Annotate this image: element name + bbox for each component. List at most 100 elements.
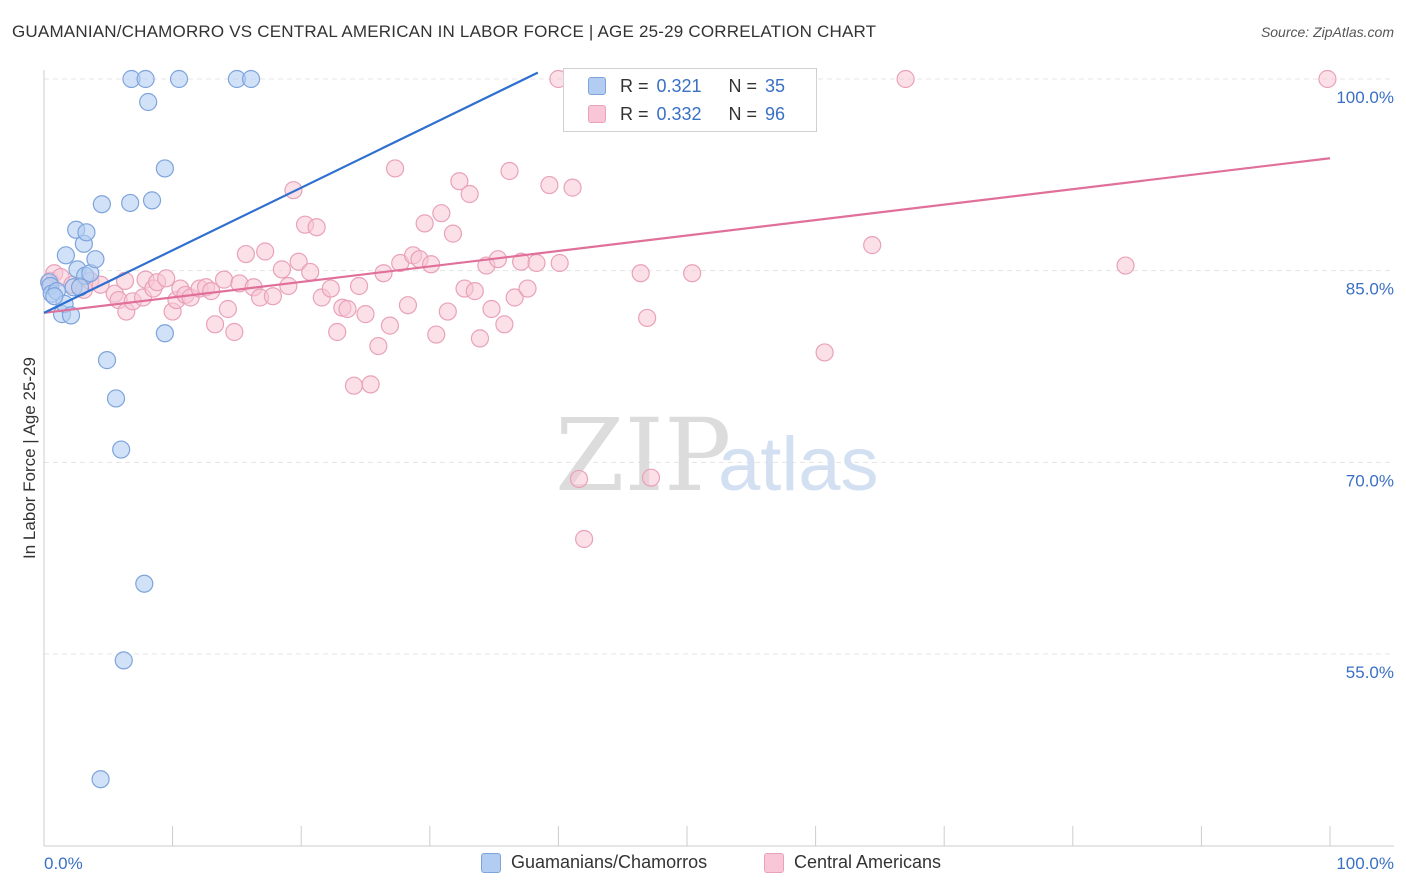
central-american-point [205,315,225,334]
central-american-point [495,315,514,334]
trend-lines [43,71,1331,314]
guamanian-point [136,69,155,89]
central-american-point [236,244,256,264]
central-american-point [361,375,380,394]
y-tick-labels: 55.0% 70.0% 85.0% 100.0% [1336,88,1394,682]
legend-row-central-american: R = 0.332 N = 96 [588,101,785,127]
guamanian-point [106,389,126,408]
central-american-point [683,264,702,283]
central-american-point [307,218,326,237]
y-axis-label: In Labor Force | Age 25-29 [20,357,39,559]
legend-n-value: 35 [765,75,786,96]
central-american-trend-line [43,157,1331,314]
stats-legend: R = 0.321 N = 35 R = 0.332 N = 96 [563,68,817,132]
central-american-point [385,159,405,178]
legend-n-label: N = [728,103,758,124]
guamanian-point [142,191,162,210]
central-american-point [500,161,519,181]
x-ticks [43,826,1331,846]
central-american-point [301,262,320,282]
guamanian-point [135,574,154,593]
guamanian-trend-line [43,71,539,314]
legend-r-value: 0.321 [656,75,702,96]
central-american-point [1116,256,1135,275]
guamanian-point [86,250,105,269]
central-american-point [505,288,524,307]
watermark: ZIP [555,397,731,514]
x-tick-label-min: 0.0% [44,854,83,873]
central-american-point [380,316,400,335]
central-american-point [563,178,582,197]
guamanian-point [139,92,158,112]
guamanian-point [91,770,110,789]
guamanian-point [92,195,111,214]
legend-r-value: 0.332 [656,103,702,124]
central-american-point [815,343,834,362]
central-american-point [157,269,176,288]
y-tick-label: 85.0% [1346,280,1394,299]
guamanian-points [40,69,261,789]
central-american-point [438,302,457,321]
central-american-point [641,468,661,487]
legend-swatch-blue [588,77,606,95]
guamanian-point [114,651,133,670]
central-american-point [279,276,298,296]
grid-lines [44,78,1394,655]
central-american-point [263,287,283,306]
bottom-swatch-blue [481,852,501,873]
legend-swatch-pink [588,105,606,123]
central-american-point [518,279,537,298]
central-american-point [328,322,347,342]
central-american-point [225,322,244,342]
bottom-swatch-pink [764,852,784,873]
central-american-point [863,236,882,255]
central-american-point [421,255,441,274]
central-american-point [470,329,490,348]
y-tick-label: 70.0% [1346,471,1394,490]
bottom-legend-label: Guamanians/Chamorros [511,852,708,872]
central-american-point [896,69,915,89]
central-american-point [575,529,594,549]
y-tick-label: 55.0% [1346,663,1394,682]
watermark-atlas: atlas [718,422,879,507]
central-american-points [41,69,1337,549]
central-american-point [631,264,650,283]
guamanian-point [155,159,174,178]
central-american-point [460,184,479,204]
guamanian-point [45,287,64,306]
guamanian-point [112,440,131,459]
legend-r-label: R = [620,75,649,96]
central-american-point [482,299,501,319]
central-american-point [398,296,418,315]
central-american-point [550,253,569,273]
chart-title: GUAMANIAN/CHAMORRO VS CENTRAL AMERICAN I… [12,22,877,41]
central-american-point [349,276,369,296]
central-american-point [356,305,375,324]
y-tick-label: 100.0% [1336,88,1394,107]
legend-r-label: R = [620,103,649,124]
central-american-point [218,299,237,319]
guamanian-point [77,223,96,242]
central-american-point [465,282,484,301]
x-tick-label-max: 100.0% [1336,854,1394,873]
central-american-point [256,242,275,261]
source-label: Source: ZipAtlas.com [1260,24,1394,40]
central-american-point [415,214,434,233]
central-american-point [338,299,357,319]
central-american-point [638,308,657,328]
guamanian-point [56,246,75,265]
guamanian-point [169,69,189,89]
legend-n-value: 96 [765,103,786,124]
central-american-point [540,175,559,195]
central-american-point [369,336,388,356]
central-american-point [272,260,292,279]
bottom-legend-label: Central Americans [794,852,942,872]
central-american-point [443,224,463,243]
guamanian-point [241,69,261,89]
central-american-point [569,469,589,489]
central-american-point [289,252,308,271]
central-american-point [344,376,364,395]
legend-n-label: N = [728,75,758,96]
legend-row-guamanian: R = 0.321 N = 35 [588,73,785,99]
